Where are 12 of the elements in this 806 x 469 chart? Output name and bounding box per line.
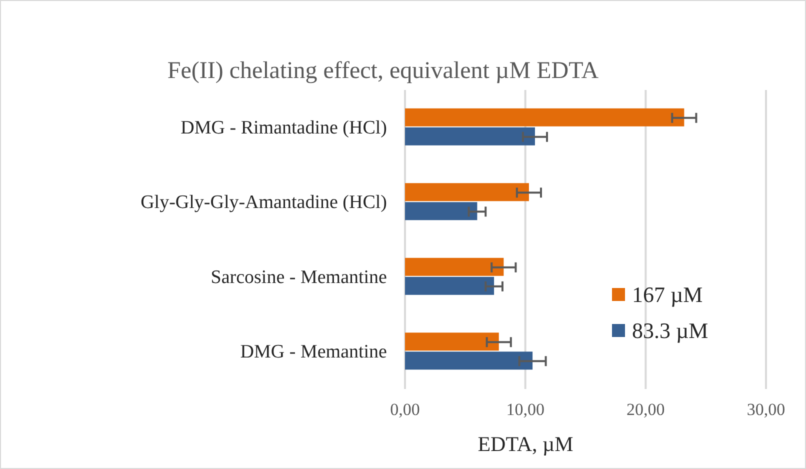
x-tick-label: 0,00 — [390, 400, 420, 419]
x-axis-title: EDTA, µM — [478, 432, 574, 456]
x-tick-label: 20,00 — [626, 400, 665, 419]
y-tick-label: DMG - Rimantadine (HCl) — [180, 117, 387, 138]
x-tick-label: 30,00 — [746, 400, 786, 419]
y-tick-label: Gly-Gly-Gly-Amantadine (HCl) — [140, 192, 387, 214]
legend-label: 83.3 µM — [632, 318, 708, 343]
chart-title: Fe(II) chelating effect, equivalent µM EDTA — [167, 58, 600, 84]
legend-label: 167 µM — [632, 282, 703, 307]
y-tick-label: DMG - Memantine — [240, 342, 387, 363]
y-tick-label: Sarcosine - Memantine — [210, 266, 387, 288]
x-tick-label: 10,00 — [506, 400, 544, 419]
